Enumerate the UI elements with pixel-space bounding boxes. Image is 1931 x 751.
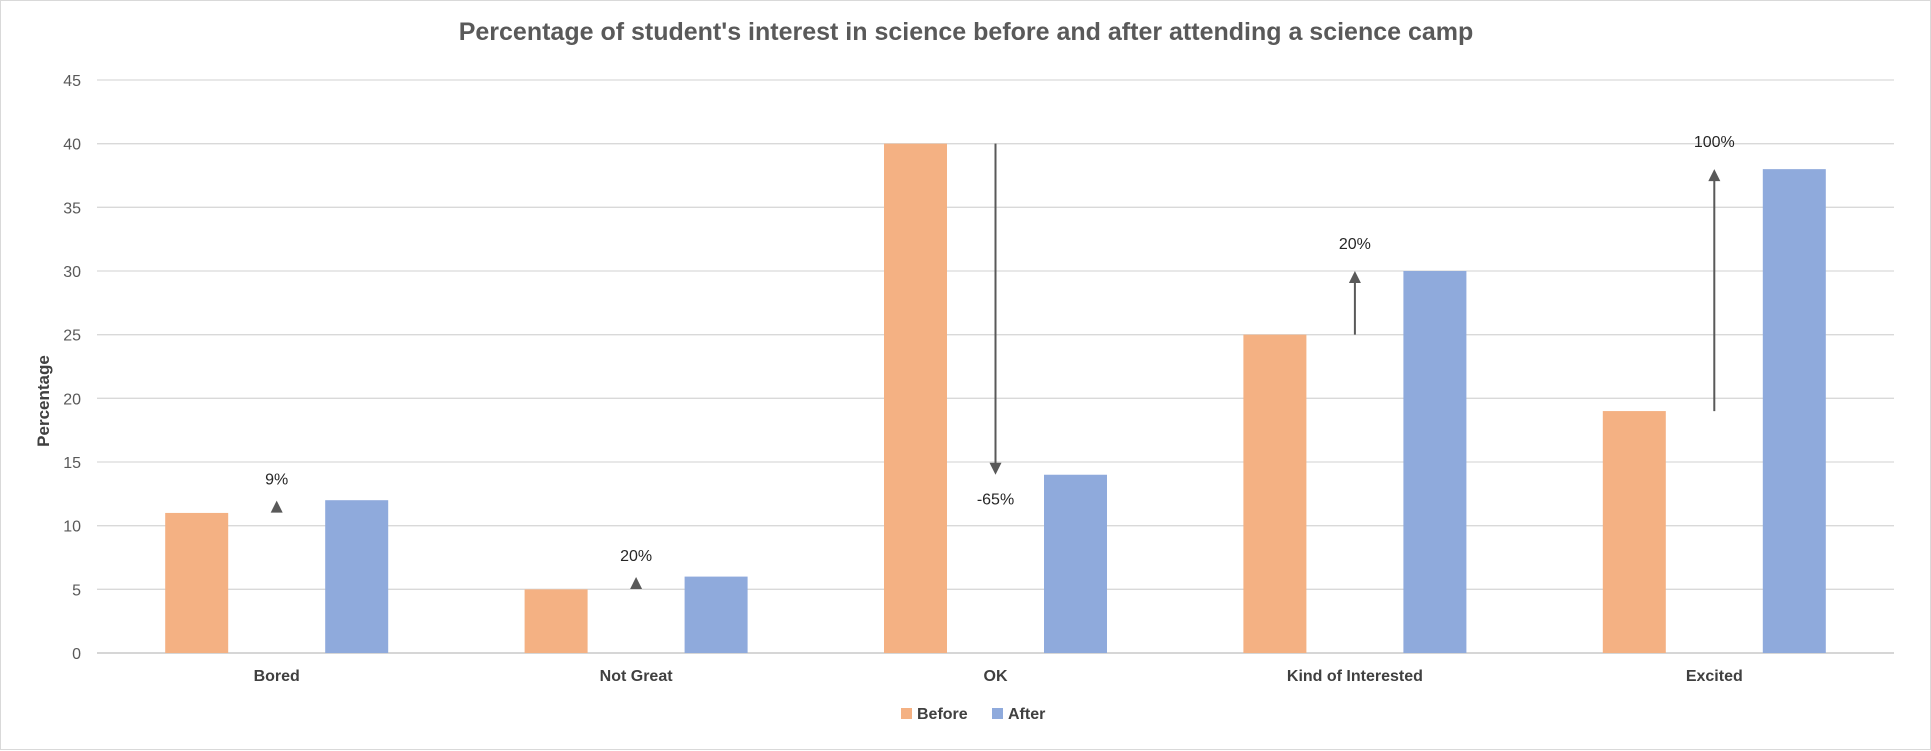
y-axis-tick-labels: 0 5 10 15 20 25 30 35 40 45 [63, 73, 81, 663]
annotation-not-great: 20% [620, 548, 652, 589]
annotation-arrowhead [989, 462, 1002, 475]
bar-before-bored [165, 512, 229, 653]
bar-before-excited [1602, 411, 1666, 653]
bar-before-not-great [524, 589, 588, 653]
y-tick-label: 45 [63, 73, 81, 90]
bar-after-not-great [684, 576, 748, 653]
y-tick-label: 0 [72, 646, 81, 663]
y-tick-label: 10 [63, 519, 81, 536]
legend: Before After [901, 706, 1045, 723]
annotation-label: 100% [1694, 134, 1735, 151]
x-tick-label: Bored [254, 668, 300, 685]
legend-swatch [901, 708, 912, 719]
x-axis-category-labels: Bored Not Great OK Kind of Interested Excite… [254, 668, 1743, 685]
bar-before-kind-of-interested [1243, 334, 1307, 653]
x-tick-label: Excited [1686, 668, 1743, 685]
y-tick-label: 40 [63, 137, 81, 154]
annotation-arrowhead [630, 576, 643, 589]
x-tick-label: Kind of Interested [1287, 668, 1423, 685]
annotation-label: 20% [620, 548, 652, 565]
annotation-label: -65% [977, 492, 1014, 509]
chart-title: Percentage of student's interest in scie… [459, 18, 1474, 46]
legend-label: Before [917, 706, 968, 723]
y-tick-label: 20 [63, 391, 81, 408]
y-tick-label: 25 [63, 328, 81, 345]
y-tick-label: 35 [63, 200, 81, 217]
bar-after-excited [1762, 169, 1826, 653]
annotation-kind-of-interested: 20% [1339, 236, 1371, 335]
bar-after-bored [325, 500, 389, 653]
x-tick-label: OK [984, 668, 1008, 685]
annotation-arrowhead [270, 500, 283, 513]
bar-after-kind-of-interested [1403, 271, 1467, 653]
legend-item-after: After [992, 706, 1045, 723]
annotation-arrowhead [1348, 271, 1361, 283]
y-tick-label: 30 [63, 264, 81, 281]
y-tick-label: 15 [63, 455, 81, 472]
change-annotations: 9% 20% -65% 20% 100% [265, 134, 1735, 589]
x-tick-label: Not Great [600, 668, 674, 685]
bar-after-ok [1044, 474, 1107, 653]
annotation-excited: 100% [1694, 134, 1735, 412]
annotation-arrowhead [1708, 169, 1721, 182]
legend-swatch [992, 708, 1003, 719]
y-tick-label: 5 [72, 582, 81, 599]
legend-label: After [1008, 706, 1045, 723]
annotation-label: 20% [1339, 236, 1371, 253]
bar-before-ok [884, 143, 947, 653]
legend-item-before: Before [901, 706, 968, 723]
annotation-ok: -65% [977, 143, 1014, 509]
annotation-label: 9% [265, 472, 288, 489]
bars [165, 143, 1826, 653]
annotation-bored: 9% [265, 472, 288, 513]
y-axis-title: Percentage [34, 355, 53, 447]
